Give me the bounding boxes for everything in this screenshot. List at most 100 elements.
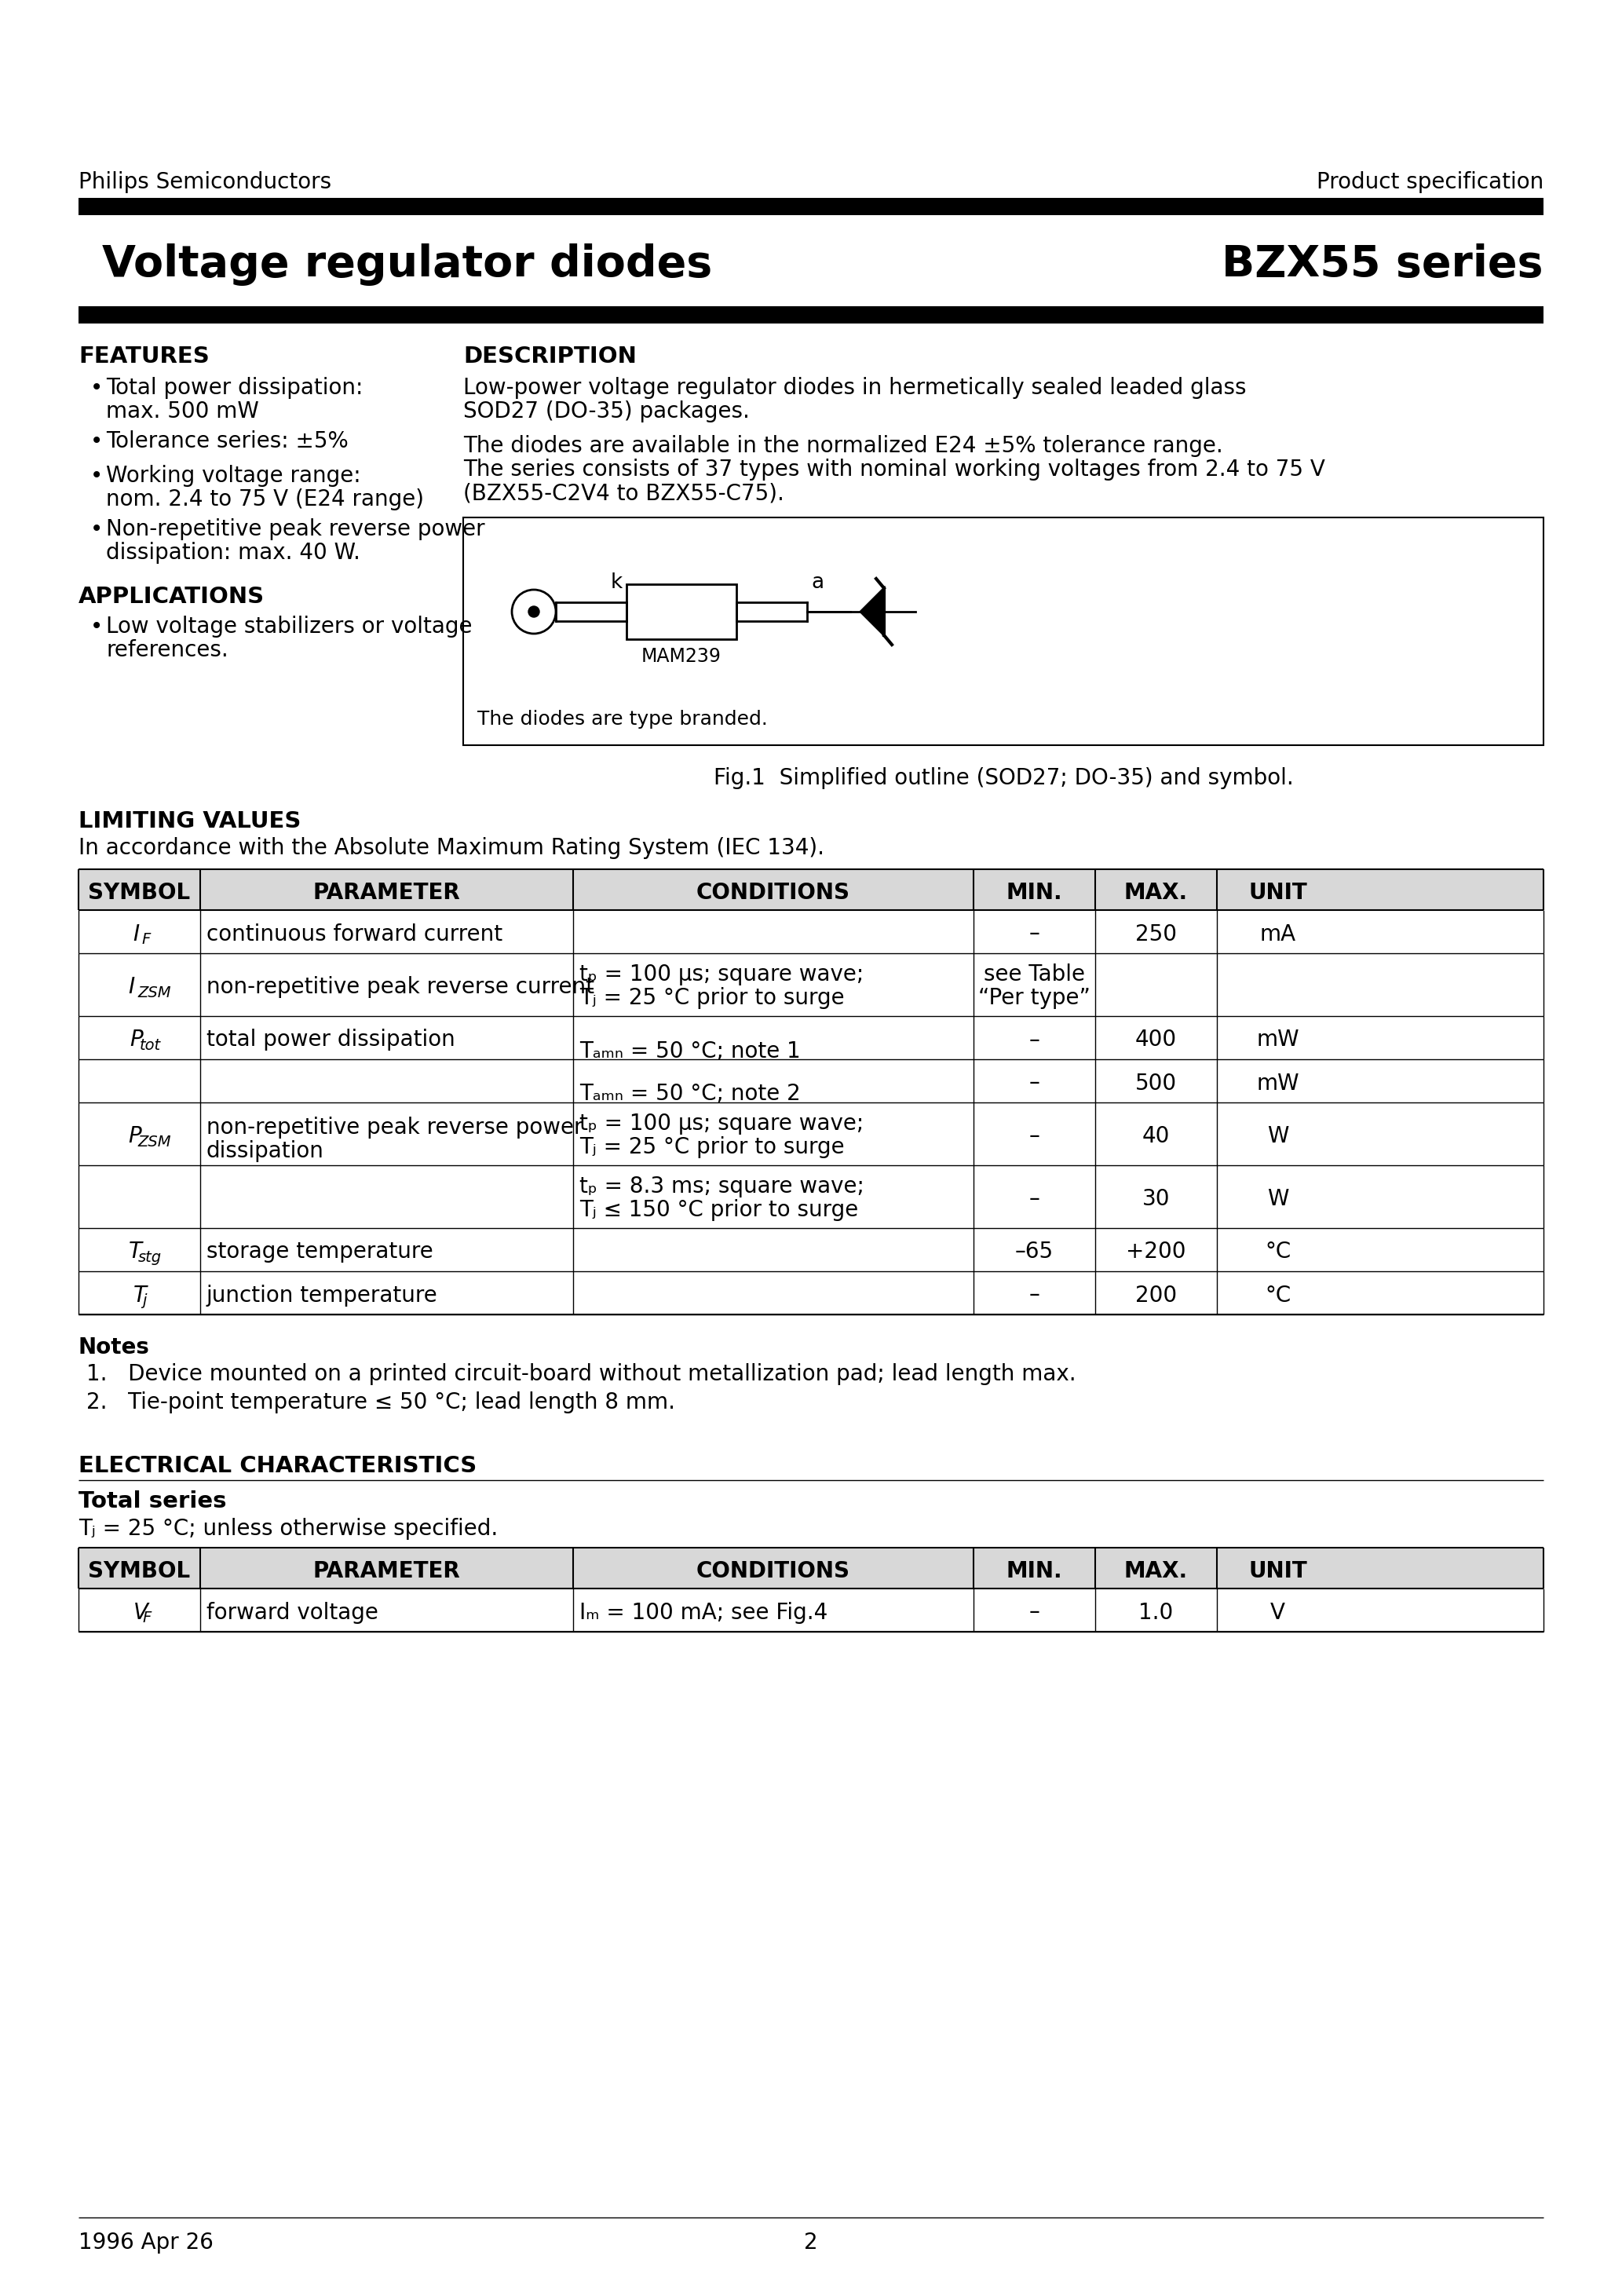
Text: Working voltage range:: Working voltage range: [105,464,360,487]
Text: Tⱼ = 25 °C prior to surge: Tⱼ = 25 °C prior to surge [579,1137,845,1157]
Text: –: – [1028,1029,1040,1052]
Text: V: V [1270,1603,1285,1623]
Text: –: – [1028,1125,1040,1148]
Text: Tₐₘₙ = 50 °C; note 2: Tₐₘₙ = 50 °C; note 2 [579,1084,801,1104]
Text: storage temperature: storage temperature [206,1242,433,1263]
Text: PARAMETER: PARAMETER [313,882,461,905]
Text: Tⱼ ≤ 150 °C prior to surge: Tⱼ ≤ 150 °C prior to surge [579,1199,858,1221]
Text: 200: 200 [1135,1283,1178,1306]
Text: In accordance with the Absolute Maximum Rating System (IEC 134).: In accordance with the Absolute Maximum … [78,838,824,859]
Text: Low-power voltage regulator diodes in hermetically sealed leaded glass: Low-power voltage regulator diodes in he… [464,377,1246,400]
Text: 1996 Apr 26: 1996 Apr 26 [78,2232,214,2255]
Text: The series consists of 37 types with nominal working voltages from 2.4 to 75 V: The series consists of 37 types with nom… [464,459,1325,480]
Text: mA: mA [1260,923,1296,946]
Text: max. 500 mW: max. 500 mW [105,400,260,422]
Text: Iₘ = 100 mA; see Fig.4: Iₘ = 100 mA; see Fig.4 [579,1603,827,1623]
Text: CONDITIONS: CONDITIONS [696,1561,850,1582]
Text: continuous forward current: continuous forward current [206,923,503,946]
Text: nom. 2.4 to 75 V (E24 range): nom. 2.4 to 75 V (E24 range) [105,489,423,510]
Text: I: I [128,976,135,999]
Text: 2.   Tie-point temperature ≤ 50 °C; lead length 8 mm.: 2. Tie-point temperature ≤ 50 °C; lead l… [86,1391,675,1414]
Text: –: – [1028,1187,1040,1210]
Text: ZSM: ZSM [138,1134,172,1150]
Text: non-repetitive peak reverse power: non-repetitive peak reverse power [206,1116,582,1139]
Bar [78,1548,1544,1589]
Text: –65: –65 [1015,1242,1054,1263]
Text: Notes: Notes [78,1336,149,1359]
Text: BZX55 series: BZX55 series [1221,243,1544,285]
Text: T: T [133,1283,146,1306]
Text: SOD27 (DO-35) packages.: SOD27 (DO-35) packages. [464,400,749,422]
Text: stg: stg [138,1249,162,1265]
Text: MIN.: MIN. [1006,882,1062,905]
Bar [78,870,1544,909]
Text: 1.   Device mounted on a printed circuit-board without metallization pad; lead l: 1. Device mounted on a printed circuit-b… [86,1364,1075,1384]
Text: non-repetitive peak reverse current: non-repetitive peak reverse current [206,976,594,999]
Text: •: • [91,377,104,400]
Text: junction temperature: junction temperature [206,1283,438,1306]
Text: °C: °C [1265,1242,1291,1263]
Text: (BZX55-C2V4 to BZX55-C75).: (BZX55-C2V4 to BZX55-C75). [464,482,783,505]
Text: Total power dissipation:: Total power dissipation: [105,377,363,400]
Text: •: • [91,615,104,638]
Text: j: j [143,1293,146,1309]
Text: k: k [610,572,623,592]
Text: P: P [128,1125,141,1148]
Text: tₚ = 100 μs; square wave;: tₚ = 100 μs; square wave; [579,964,865,985]
Text: +200: +200 [1126,1242,1186,1263]
Text: Low voltage stabilizers or voltage: Low voltage stabilizers or voltage [105,615,472,638]
Text: LIMITING VALUES: LIMITING VALUES [78,810,302,833]
Text: Tⱼ = 25 °C; unless otherwise specified.: Tⱼ = 25 °C; unless otherwise specified. [78,1518,498,1541]
Bar [626,583,736,638]
Text: UNIT: UNIT [1249,1561,1307,1582]
Bar [78,305,1544,324]
Text: total power dissipation: total power dissipation [206,1029,456,1052]
Text: SYMBOL: SYMBOL [88,1561,190,1582]
Text: tₚ = 100 μs; square wave;: tₚ = 100 μs; square wave; [579,1114,865,1134]
Text: Tⱼ = 25 °C prior to surge: Tⱼ = 25 °C prior to surge [579,987,845,1008]
Text: PARAMETER: PARAMETER [313,1561,461,1582]
Text: F: F [143,1609,151,1626]
Text: mW: mW [1257,1029,1299,1052]
Text: Tₐₘₙ = 50 °C; note 1: Tₐₘₙ = 50 °C; note 1 [579,1040,801,1063]
Text: Total series: Total series [78,1490,227,1513]
Text: tₚ = 8.3 ms; square wave;: tₚ = 8.3 ms; square wave; [579,1176,865,1199]
Text: Fig.1  Simplified outline (SOD27; DO-35) and symbol.: Fig.1 Simplified outline (SOD27; DO-35) … [714,767,1293,790]
Text: F: F [141,932,151,946]
Text: FEATURES: FEATURES [78,344,209,367]
Text: W: W [1267,1187,1288,1210]
Text: –: – [1028,1283,1040,1306]
Text: –: – [1028,1072,1040,1095]
Text: MAM239: MAM239 [641,647,722,666]
Text: forward voltage: forward voltage [206,1603,378,1623]
Text: The diodes are available in the normalized E24 ±5% tolerance range.: The diodes are available in the normaliz… [464,434,1223,457]
Text: dissipation: dissipation [206,1141,324,1162]
Text: “Per type”: “Per type” [978,987,1090,1008]
Polygon shape [860,588,884,636]
Text: W: W [1267,1125,1288,1148]
Text: ZSM: ZSM [138,985,172,1001]
Text: 400: 400 [1135,1029,1178,1052]
Circle shape [529,606,540,618]
Text: –: – [1028,1603,1040,1623]
Text: CONDITIONS: CONDITIONS [696,882,850,905]
Text: –: – [1028,923,1040,946]
Text: 30: 30 [1142,1187,1169,1210]
Text: P: P [130,1029,143,1052]
Text: Philips Semiconductors: Philips Semiconductors [78,172,331,193]
Text: DESCRIPTION: DESCRIPTION [464,344,636,367]
Text: APPLICATIONS: APPLICATIONS [78,585,264,608]
Text: SYMBOL: SYMBOL [88,882,190,905]
Text: 1.0: 1.0 [1139,1603,1173,1623]
Text: 500: 500 [1135,1072,1178,1095]
Text: •: • [91,519,104,540]
Text: references.: references. [105,638,229,661]
Text: 40: 40 [1142,1125,1169,1148]
Text: tot: tot [139,1038,161,1054]
Text: •: • [91,429,104,452]
Text: Non-repetitive peak reverse power: Non-repetitive peak reverse power [105,519,485,540]
Text: MIN.: MIN. [1006,1561,1062,1582]
Text: Product specification: Product specification [1317,172,1544,193]
Text: a: a [811,572,824,592]
Text: Voltage regulator diodes: Voltage regulator diodes [102,243,712,285]
